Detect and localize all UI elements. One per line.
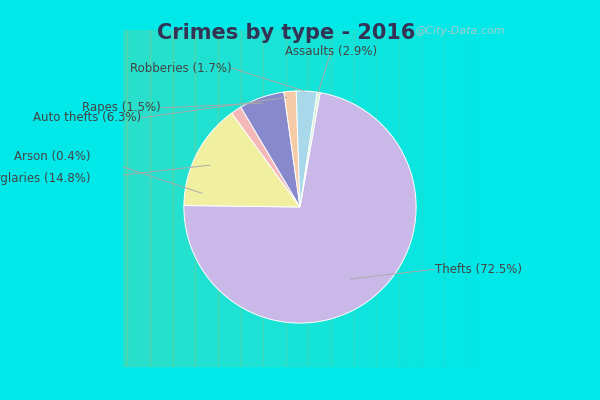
Wedge shape (300, 92, 320, 207)
Bar (422, 12, 445, 366)
Bar (127, 12, 150, 366)
Bar (241, 12, 263, 366)
Text: Rapes (1.5%): Rapes (1.5%) (82, 101, 161, 114)
Bar (195, 12, 218, 366)
Wedge shape (284, 91, 300, 207)
Bar (263, 12, 286, 366)
Bar (490, 12, 512, 366)
Wedge shape (296, 91, 317, 207)
Bar (286, 12, 308, 366)
Text: Arson (0.4%): Arson (0.4%) (14, 150, 91, 162)
Wedge shape (184, 113, 300, 207)
Bar (104, 12, 127, 366)
Bar (308, 12, 331, 366)
Bar (445, 12, 467, 366)
Text: Auto thefts (6.3%): Auto thefts (6.3%) (33, 111, 142, 124)
Text: @City-Data.com: @City-Data.com (415, 26, 505, 36)
Bar (354, 12, 376, 366)
Wedge shape (232, 107, 300, 207)
Wedge shape (241, 92, 300, 207)
Text: Robberies (1.7%): Robberies (1.7%) (130, 62, 232, 75)
Bar (173, 12, 195, 366)
Bar (59, 12, 82, 366)
Bar (376, 12, 399, 366)
Text: Burglaries (14.8%): Burglaries (14.8%) (0, 172, 91, 185)
Text: Thefts (72.5%): Thefts (72.5%) (434, 263, 521, 276)
Bar (467, 12, 490, 366)
Bar (150, 12, 173, 366)
Text: Crimes by type - 2016: Crimes by type - 2016 (157, 23, 415, 43)
Bar (399, 12, 422, 366)
Text: Assaults (2.9%): Assaults (2.9%) (285, 45, 377, 58)
Wedge shape (184, 93, 416, 323)
Bar (82, 12, 104, 366)
Bar (218, 12, 241, 366)
Bar (331, 12, 354, 366)
